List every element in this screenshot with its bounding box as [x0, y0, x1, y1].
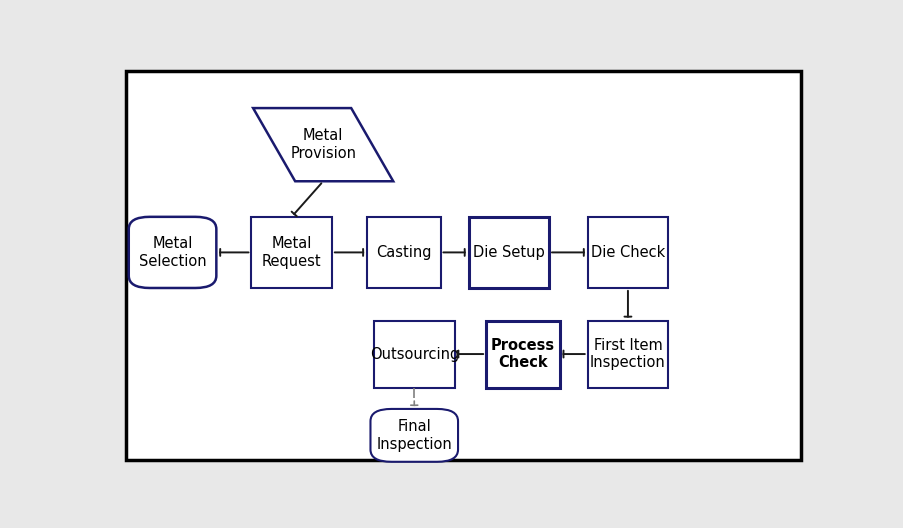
- FancyBboxPatch shape: [587, 320, 667, 388]
- FancyBboxPatch shape: [251, 217, 331, 288]
- Text: Metal
Request: Metal Request: [262, 236, 321, 269]
- Text: Final
Inspection: Final Inspection: [376, 419, 452, 451]
- Text: Casting: Casting: [376, 245, 431, 260]
- FancyBboxPatch shape: [367, 217, 440, 288]
- Text: Metal
Selection: Metal Selection: [138, 236, 206, 269]
- FancyBboxPatch shape: [587, 217, 667, 288]
- FancyBboxPatch shape: [486, 320, 559, 388]
- Text: First Item
Inspection: First Item Inspection: [590, 338, 666, 370]
- Text: Outsourcing: Outsourcing: [369, 346, 459, 362]
- Text: Die Setup: Die Setup: [472, 245, 545, 260]
- Polygon shape: [253, 108, 393, 181]
- FancyBboxPatch shape: [468, 217, 548, 288]
- FancyBboxPatch shape: [370, 409, 458, 462]
- Text: Die Check: Die Check: [591, 245, 665, 260]
- FancyBboxPatch shape: [128, 217, 216, 288]
- FancyBboxPatch shape: [374, 320, 454, 388]
- Text: Metal
Provision: Metal Provision: [290, 128, 356, 161]
- Text: Process
Check: Process Check: [490, 338, 554, 370]
